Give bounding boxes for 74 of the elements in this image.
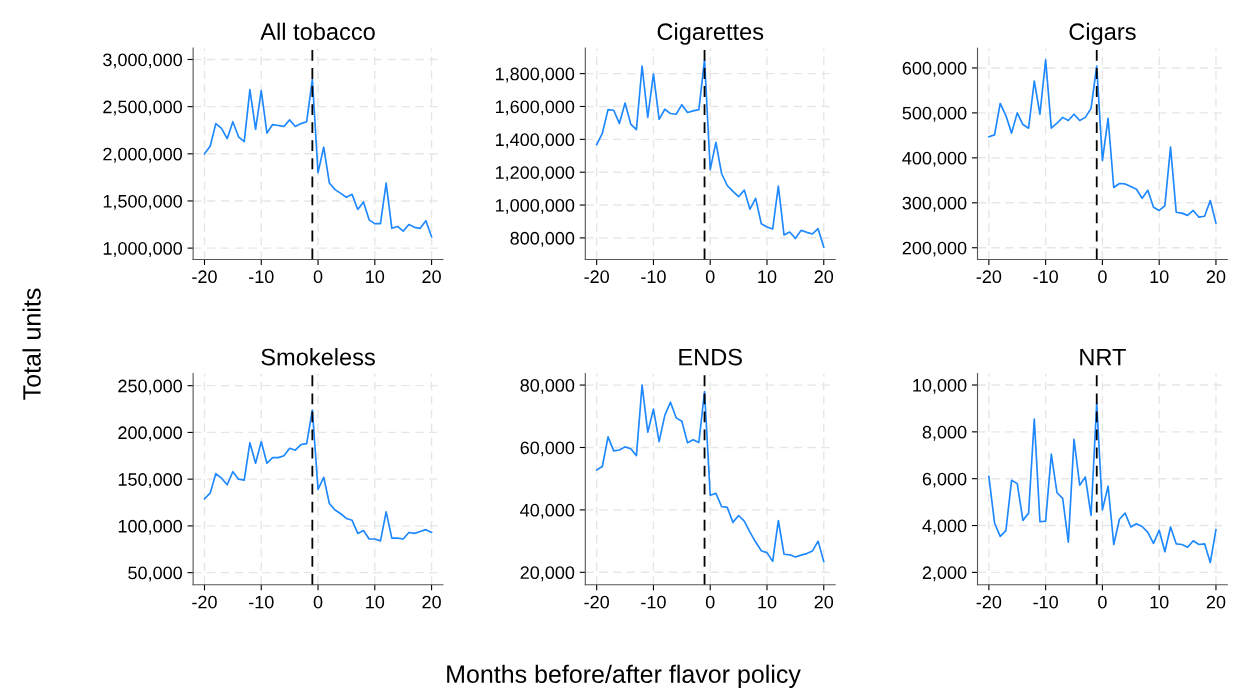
y-tick-label: 80,000 [520, 379, 575, 394]
y-tick-label: 250,000 [118, 379, 183, 395]
x-tick-label: 20 [814, 595, 834, 609]
y-tick-label: 6,000 [922, 472, 967, 488]
x-tick-label: -10 [641, 270, 666, 284]
x-tick-label: -10 [249, 595, 274, 609]
y-tick-label: 40,000 [520, 503, 575, 519]
chart-title: Smokeless [261, 348, 375, 366]
x-tick-label: 20 [814, 270, 834, 284]
x-tick-label: 0 [1098, 270, 1107, 284]
y-tick-label: 500,000 [902, 106, 967, 122]
line-series [988, 59, 1217, 224]
x-tick-label: 0 [705, 595, 715, 609]
chart-title: Cigars [1069, 22, 1136, 45]
x-tick-label: -10 [641, 595, 666, 609]
line-series [988, 402, 1217, 564]
y-axis-title: Total units [22, 288, 41, 400]
y-tick-label: 1,800,000 [495, 67, 575, 83]
y-tick-label: 400,000 [902, 151, 967, 167]
y-tick-label: 200,000 [902, 241, 967, 257]
y-tick-label: 4,000 [922, 519, 967, 535]
x-tick-label: -10 [249, 270, 274, 284]
line-series [203, 409, 433, 542]
y-tick-label: 20,000 [520, 566, 575, 582]
chart-title: ENDS [679, 348, 742, 366]
line-series [203, 78, 433, 238]
x-tick-label: 0 [313, 270, 323, 284]
y-tick-label: 2,000,000 [103, 147, 183, 163]
x-tick-label: -20 [976, 270, 1002, 284]
y-tick-label: 2,000 [922, 566, 967, 582]
chart-title: Cigarettes [657, 22, 764, 45]
x-tick-label: 10 [758, 270, 777, 284]
x-tick-label: 20 [1206, 270, 1226, 284]
line-series [595, 58, 825, 248]
y-tick-label: 1,200,000 [495, 166, 575, 182]
y-tick-label: 200,000 [118, 426, 183, 442]
y-tick-label: 1,600,000 [495, 100, 575, 116]
x-tick-label: -20 [584, 595, 610, 609]
x-tick-label: -20 [192, 595, 217, 609]
y-tick-label: 1,500,000 [103, 194, 183, 210]
x-tick-label: 20 [422, 270, 441, 284]
y-tick-label: 10,000 [913, 378, 967, 394]
y-tick-label: 60,000 [520, 441, 575, 457]
y-tick-label: 150,000 [118, 473, 183, 489]
x-tick-label: -10 [1033, 595, 1058, 609]
y-tick-label: 2,500,000 [103, 100, 183, 116]
x-tick-label: 10 [758, 595, 777, 609]
x-tick-label: 0 [705, 270, 715, 284]
y-tick-label: 800,000 [510, 231, 575, 247]
chart-title: All tobacco [260, 22, 375, 41]
y-tick-label: 1,400,000 [495, 133, 575, 149]
y-tick-label: 3,000,000 [103, 53, 183, 69]
x-tick-label: 10 [1150, 270, 1169, 284]
x-tick-label: 20 [1206, 595, 1226, 609]
chart-title: NRT [1080, 348, 1126, 366]
x-tick-label: -20 [192, 270, 217, 284]
x-tick-label: 20 [422, 595, 441, 609]
x-tick-label: 10 [366, 595, 385, 609]
x-tick-label: -20 [976, 595, 1002, 609]
x-axis-title: Months before/after flavor policy [447, 664, 801, 688]
x-tick-label: 10 [366, 270, 385, 284]
y-tick-label: 1,000,000 [103, 242, 183, 257]
y-tick-label: 8,000 [922, 425, 967, 441]
x-tick-label: -20 [584, 270, 610, 284]
y-tick-label: 1,000,000 [495, 198, 575, 214]
y-tick-label: 50,000 [128, 566, 183, 582]
x-tick-label: -10 [1033, 270, 1058, 284]
y-tick-label: 600,000 [902, 61, 967, 77]
y-tick-label: 100,000 [118, 519, 183, 535]
x-tick-label: 10 [1150, 595, 1169, 609]
y-tick-label: 300,000 [902, 196, 967, 212]
x-tick-label: 0 [313, 595, 323, 609]
x-tick-label: 0 [1098, 595, 1107, 609]
line-series [595, 384, 825, 563]
